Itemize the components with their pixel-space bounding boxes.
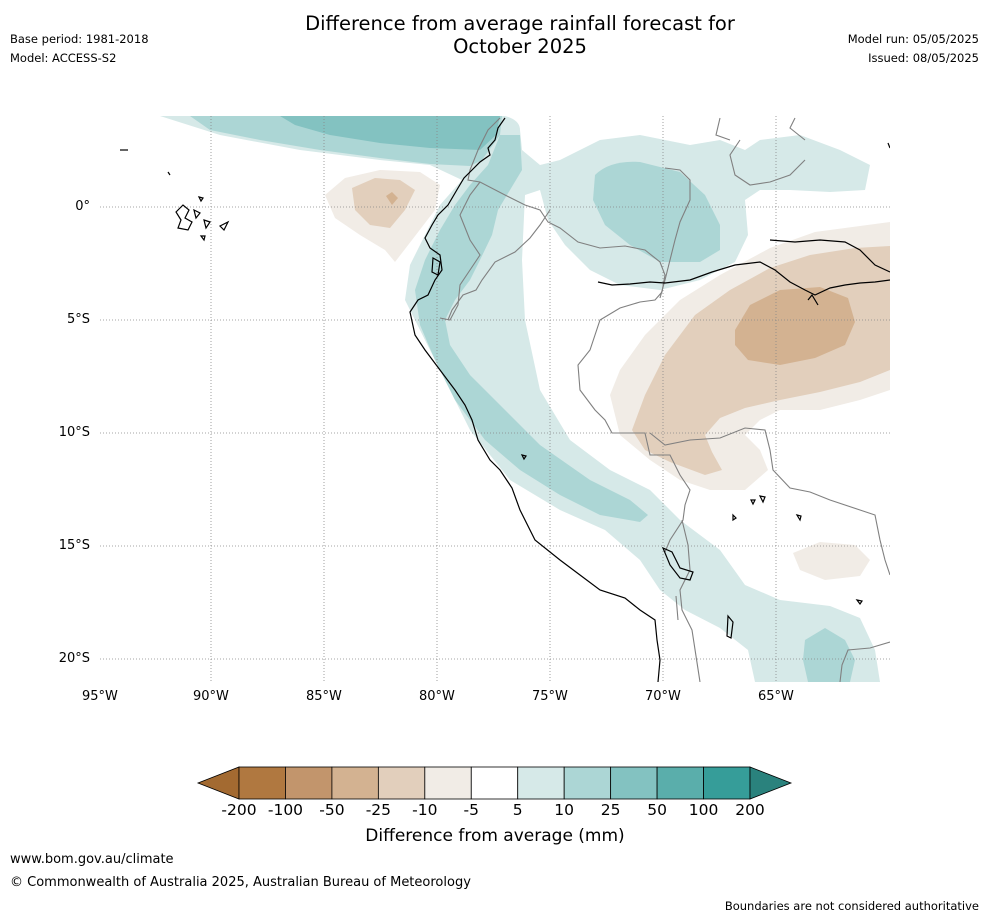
lon-label-70w: 70°W [645, 689, 681, 704]
colorbar-cell [424, 766, 472, 800]
model-text: Model: ACCESS-S2 [10, 51, 117, 65]
contour-25-50-dry-east [735, 287, 855, 365]
base-period-text: Base period: 1981-2018 [10, 32, 149, 46]
contour-10-25-colombia [593, 161, 720, 262]
title-line-1: Difference from average rainfall forecas… [305, 12, 735, 35]
lon-label-65w: 65°W [758, 689, 794, 704]
colorbar-cell [517, 766, 565, 800]
colorbar-extend-high [749, 766, 793, 800]
colorbar-cell [563, 766, 612, 800]
colorbar-tick-label: -50 [319, 801, 345, 819]
colorbar-tick-label: -5 [463, 801, 479, 819]
colorbar-tick-label: -25 [365, 801, 392, 819]
lat-label-15s: 15°S [58, 538, 90, 553]
lat-label-5s: 5°S [66, 312, 90, 327]
colorbar-cell [377, 766, 426, 800]
colorbar-cell [610, 766, 658, 800]
title-line-2: October 2025 [453, 35, 587, 58]
colorbar-tick-label: -100 [267, 801, 304, 819]
colorbar-extend-low [196, 766, 240, 800]
lon-label-75w: 75°W [532, 689, 568, 704]
lat-label-10s: 10°S [58, 425, 90, 440]
contour-fields [100, 116, 890, 682]
colorbar-tick-label: 200 [735, 801, 765, 819]
lat-label-0: 0° [75, 199, 90, 214]
contour-dry-south [793, 542, 870, 580]
country-borders [439, 117, 890, 682]
colorbar-cell [703, 766, 751, 800]
coastlines [120, 117, 890, 682]
map-title: Difference from average rainfall forecas… [200, 12, 840, 58]
colorbar-tick-label: 50 [647, 801, 667, 819]
colorbar-cell [238, 766, 286, 800]
colorbar-tick-label: 100 [688, 801, 719, 819]
colorbar-title: Difference from average (mm) [365, 826, 625, 846]
disclaimer-text: Boundaries are not considered authoritat… [724, 899, 979, 913]
colorbar-cell [656, 766, 704, 800]
colorbar-cell [470, 766, 519, 800]
lon-label-95w: 95°W [82, 689, 118, 704]
lon-label-85w: 85°W [306, 689, 342, 704]
colorbar-tick-label: 10 [554, 801, 575, 819]
contour-25-50-dry-west [386, 192, 398, 205]
colorbar-tick-label: -200 [221, 801, 257, 819]
contour-25-50-north [280, 116, 500, 150]
lat-label-20s: 20°S [58, 651, 90, 666]
website-link[interactable]: www.bom.gov.au/climate [10, 852, 174, 867]
colorbar-cell [285, 766, 333, 800]
colorbar-cell [331, 766, 379, 800]
contour-10-25-dry-west [352, 178, 415, 228]
colorbar-tick-label: 5 [512, 801, 523, 819]
colorbar-tick-label: 25 [600, 801, 621, 819]
colorbar-tick-label: -10 [412, 801, 438, 819]
lon-label-80w: 80°W [419, 689, 455, 704]
model-run-text: Model run: 05/05/2025 [847, 32, 979, 46]
lon-label-90w: 90°W [193, 689, 229, 704]
lon-gridlines [210, 116, 777, 682]
issued-text: Issued: 08/05/2025 [868, 51, 979, 65]
copyright-text: © Commonwealth of Australia 2025, Austra… [10, 875, 471, 890]
colorbar [196, 766, 793, 800]
